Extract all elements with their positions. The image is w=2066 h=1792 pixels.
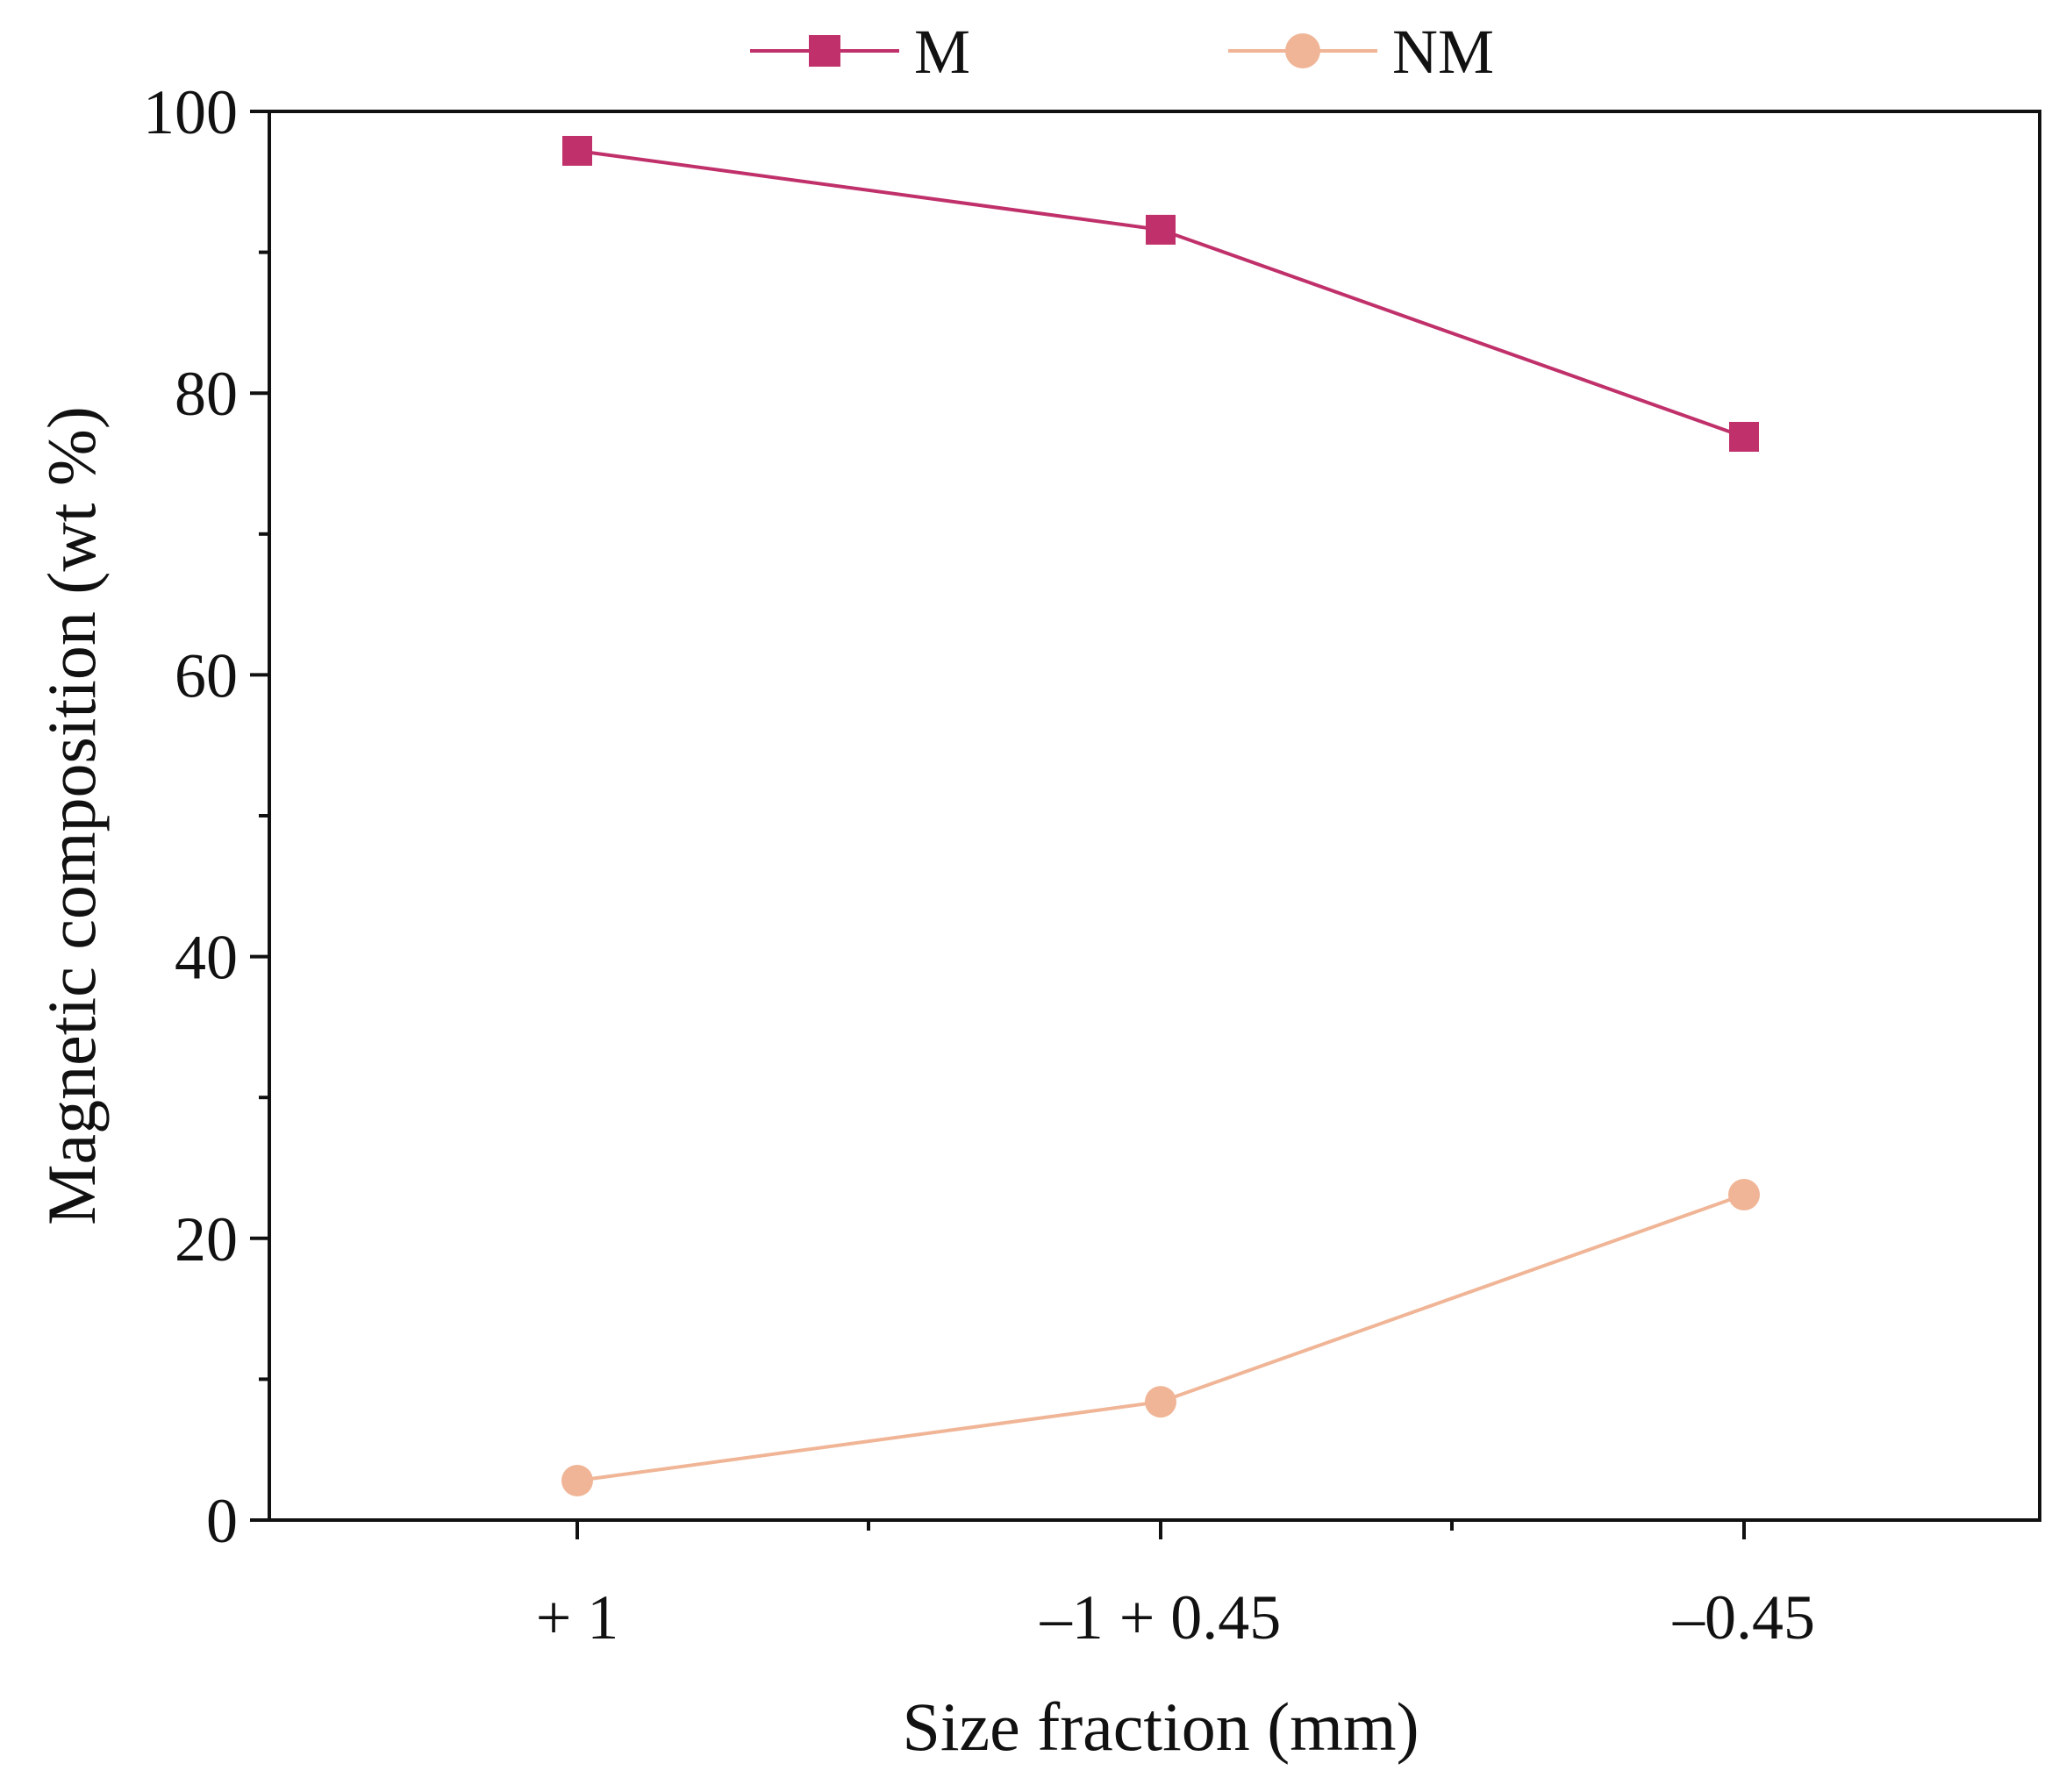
data-point-nm <box>561 1465 593 1497</box>
data-point-m <box>1729 421 1759 452</box>
series-m <box>562 135 1759 452</box>
legend-marker-m <box>809 35 840 67</box>
y-tick-label: 40 <box>175 923 238 993</box>
legend: M NM <box>750 17 1494 87</box>
legend-item-m: M <box>750 17 970 87</box>
y-tick-label: 0 <box>206 1486 238 1556</box>
x-axis: + 1 –1 + 0.45 –0.45 <box>536 1520 1815 1653</box>
series-nm <box>561 1179 1760 1497</box>
y-tick-label: 20 <box>175 1204 238 1274</box>
legend-label-m: M <box>914 17 970 87</box>
data-point-nm <box>1728 1179 1760 1211</box>
plot-frame <box>268 110 2041 1522</box>
x-tick-label: –1 + 0.45 <box>1040 1582 1282 1653</box>
data-point-m <box>1146 214 1176 245</box>
legend-marker-nm <box>1285 33 1320 68</box>
y-tick-label: 100 <box>143 77 238 147</box>
y-tick-label: 80 <box>175 359 238 429</box>
y-tick-label: 60 <box>175 640 238 710</box>
series-line-nm <box>576 1193 1745 1483</box>
y-axis: 0 20 40 60 80 100 <box>143 77 269 1556</box>
x-axis-title: Size fraction (mm) <box>902 1688 1419 1765</box>
data-point-nm <box>1145 1386 1176 1418</box>
legend-label-nm: NM <box>1392 17 1494 87</box>
y-axis-title: Magnetic composition (wt %) <box>33 406 110 1225</box>
x-tick-label: + 1 <box>536 1582 619 1653</box>
series-line-m <box>576 148 1745 439</box>
legend-item-nm: NM <box>1228 17 1494 87</box>
series-layer <box>561 135 1760 1497</box>
x-tick-label: –0.45 <box>1672 1582 1815 1653</box>
data-point-m <box>562 135 592 166</box>
